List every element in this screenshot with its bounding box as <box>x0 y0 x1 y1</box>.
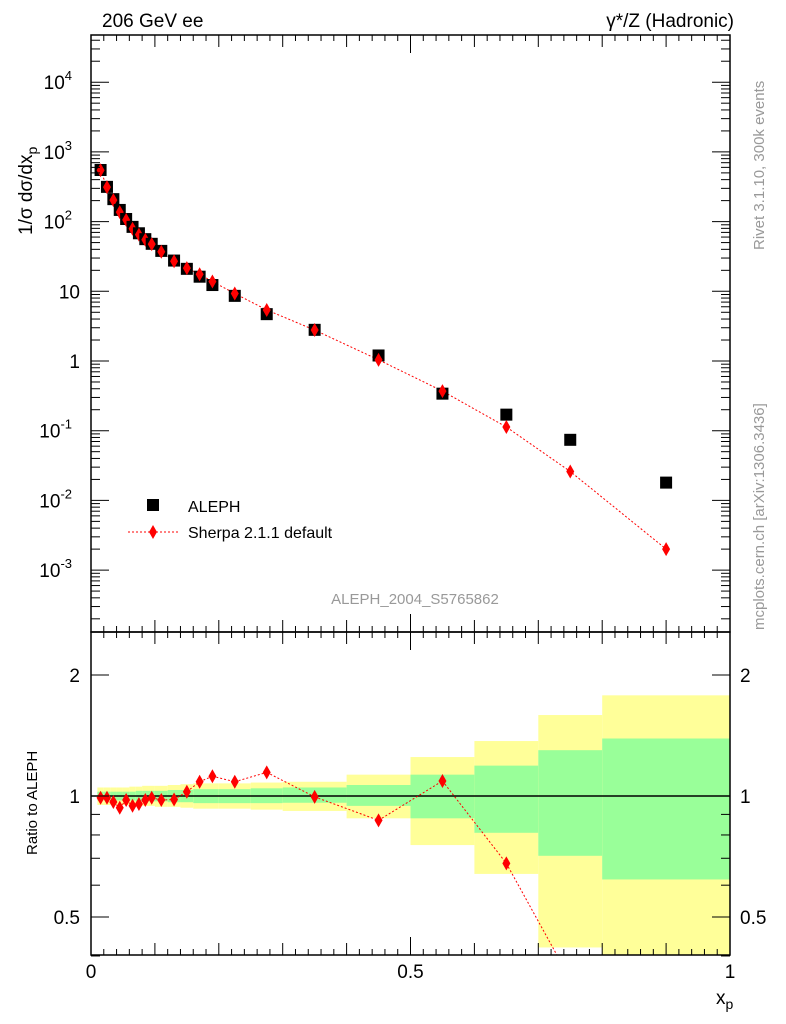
main-frame <box>90 34 731 633</box>
legend-aleph-label: ALEPH <box>188 499 240 516</box>
rivet-label: Rivet 3.1.10, 300k events <box>751 81 768 250</box>
ratio-point <box>147 790 156 805</box>
ratio-point <box>438 773 447 788</box>
analysis-id: ALEPH_2004_S5765862 <box>331 591 499 608</box>
sherpa-point <box>208 274 217 289</box>
sherpa-point <box>310 323 319 338</box>
x-tick-label: 0.5 <box>397 962 423 983</box>
aleph-point <box>500 408 513 421</box>
ratio-point <box>195 774 204 789</box>
ratio-point <box>374 813 383 828</box>
ratio-point <box>170 792 179 807</box>
chart-marks <box>94 163 673 956</box>
sherpa-point <box>96 163 105 178</box>
y-tick-label: 1 <box>69 352 80 373</box>
ratio-tick-label-right: 0.5 <box>740 908 766 929</box>
sherpa-point <box>230 286 239 301</box>
aleph-point <box>564 433 577 446</box>
ratio-point <box>182 784 191 799</box>
band-inner-bin <box>602 738 730 880</box>
legend-sherpa-marker <box>149 525 157 539</box>
sherpa-point <box>438 384 447 399</box>
sherpa-point <box>502 420 511 435</box>
sherpa-point <box>195 267 204 282</box>
ratio-tick-label-left: 1 <box>69 787 80 808</box>
legend-sherpa-label: Sherpa 2.1.1 default <box>188 525 333 542</box>
ratio-point <box>208 769 217 784</box>
x-axis-label: xp <box>716 988 734 1012</box>
ratio-point <box>128 798 137 813</box>
sherpa-point <box>147 237 156 252</box>
sherpa-point <box>182 261 191 276</box>
y-axis-label: 1/σ dσ/dxp <box>16 147 40 236</box>
band-inner-bin <box>474 765 539 833</box>
sherpa-point <box>374 352 383 367</box>
sherpa-point <box>170 254 179 269</box>
axes: 10-3 10-2 10-1 1 10 102 103 104 0.5 0.5 1 1 2 2 0 0.5 1 <box>39 34 766 983</box>
ratio-point <box>134 797 143 812</box>
sherpa-point <box>262 302 271 317</box>
ratio-line <box>100 771 558 956</box>
ratio-point <box>115 800 124 815</box>
x-tick-label: 1 <box>725 962 736 983</box>
ratio-point <box>230 774 239 789</box>
x-tick-label: 0 <box>86 962 97 983</box>
ratio-point <box>310 789 319 804</box>
ratio-tick-label-left: 2 <box>69 666 80 687</box>
y-tick-label: 102 <box>44 208 72 234</box>
ratio-point <box>157 793 166 808</box>
ratio-tick-label-right: 1 <box>740 787 751 808</box>
ratio-point <box>109 795 118 810</box>
y-tick-label: 103 <box>44 138 72 164</box>
sherpa-point <box>157 244 166 259</box>
y-tick-label: 10-1 <box>39 417 72 443</box>
y-tick-label: 10-2 <box>39 486 72 512</box>
header-left: 206 GeV ee <box>102 11 203 32</box>
y-tick-label: 104 <box>44 68 72 94</box>
sherpa-point <box>102 180 111 195</box>
aleph-point <box>660 476 673 489</box>
ratio-point <box>141 793 150 808</box>
y-tick-label: 10 <box>59 282 80 303</box>
ratio-point <box>122 793 131 808</box>
sherpa-point <box>662 542 671 557</box>
sherpa-point <box>122 212 131 227</box>
ratio-point <box>262 765 271 780</box>
legend: ALEPH Sherpa 2.1.1 default <box>128 499 333 542</box>
ratio-bands <box>91 695 730 955</box>
sherpa-point <box>566 464 575 479</box>
ratio-y-label: Ratio to ALEPH <box>24 751 41 855</box>
legend-aleph-marker <box>147 499 159 511</box>
y-tick-label: 10-3 <box>39 556 72 582</box>
sherpa-point <box>109 193 118 208</box>
ratio-tick-label-left: 0.5 <box>54 908 80 929</box>
mcplots-label: mcplots.cern.ch [arXiv:1306.3436] <box>751 403 768 630</box>
header-right: γ*/Z (Hadronic) <box>606 11 734 32</box>
ratio-point <box>102 790 111 805</box>
band-inner-bin <box>538 750 603 856</box>
ratio-point <box>96 790 105 805</box>
ratio-point <box>502 856 511 871</box>
ratio-tick-label-right: 2 <box>740 666 751 687</box>
